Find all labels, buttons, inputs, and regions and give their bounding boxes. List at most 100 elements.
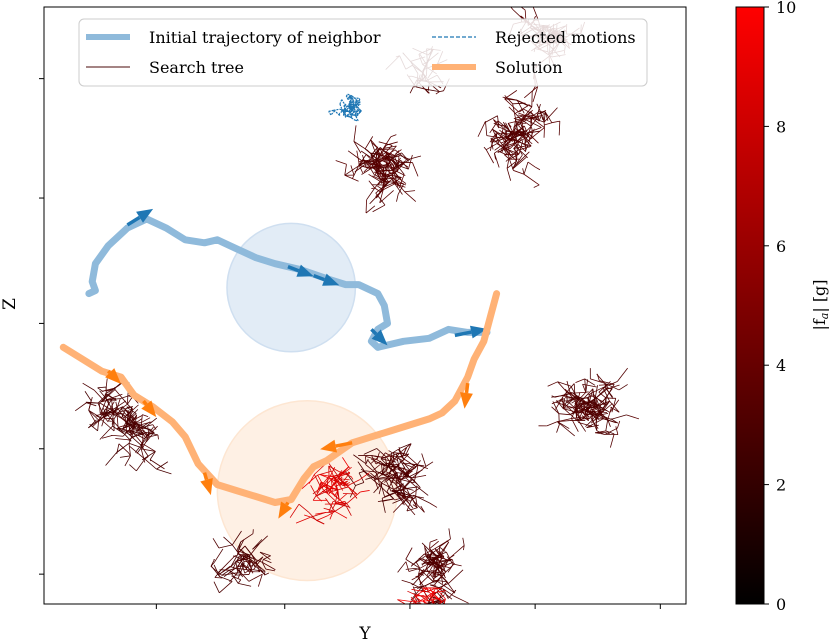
tree-edge (534, 166, 541, 171)
tree-edge (248, 543, 260, 557)
tree-edge (429, 502, 438, 508)
tree-edge (575, 409, 583, 413)
tree-edge (360, 490, 370, 493)
tree-edge (590, 415, 598, 431)
tree-edge (373, 476, 379, 490)
tree-edge (399, 472, 413, 479)
colorbar-tick-label: 0 (776, 595, 786, 614)
tree-edge (353, 454, 367, 465)
tree-edge (506, 160, 517, 169)
obstacle-layer (216, 222, 398, 582)
tree-edge (379, 189, 384, 203)
legend-label-rejected-motions: Rejected motions (495, 28, 636, 47)
tree-edge (405, 610, 413, 613)
tree-edge (434, 538, 451, 549)
tree-edge (618, 384, 628, 391)
tree-edge (394, 159, 402, 170)
tree-edge (551, 406, 560, 414)
tree-edge (370, 152, 380, 155)
x-axis-label: Y (358, 624, 371, 644)
tree-edge (416, 586, 423, 589)
tree-edge (115, 401, 118, 408)
tree-edge (259, 535, 268, 544)
tree-edge (383, 156, 388, 160)
tree-edge (156, 461, 169, 470)
tree-edge (213, 581, 220, 593)
tree-edge (518, 116, 532, 127)
tree-edge (104, 417, 115, 420)
tree-edge (448, 569, 464, 584)
tree-edge (504, 98, 519, 113)
tree-edge (319, 474, 335, 478)
tree-edge (425, 461, 434, 467)
tree-edge (398, 165, 409, 170)
tree-edge (557, 381, 571, 387)
tree-edge (575, 378, 585, 383)
tree-edge (221, 555, 236, 570)
tree-edge (396, 194, 399, 202)
tree-edge (127, 410, 134, 421)
tree-edge (397, 599, 410, 602)
tree-edge (358, 160, 372, 166)
tree-edge (586, 418, 604, 428)
x-axis-ticks (155, 604, 661, 609)
tree-edge (377, 185, 384, 191)
tree-edge (347, 486, 358, 499)
tree-edge (248, 573, 263, 582)
tree-edge (429, 587, 434, 593)
tree-edge (414, 613, 428, 615)
tree-edge (603, 418, 617, 424)
initial-trajectory-line-arrow (322, 273, 340, 286)
tree-edge (330, 491, 346, 505)
tree-edge (131, 416, 134, 423)
tree-edge (110, 408, 115, 412)
tree-edge (310, 485, 317, 497)
tree-edge (249, 560, 265, 575)
tree-edge (334, 511, 348, 519)
tree-edge (391, 179, 403, 195)
tree-edge (617, 367, 628, 382)
tree-edge (402, 462, 412, 465)
tree-edge (395, 467, 405, 470)
tree-edge (532, 86, 539, 103)
tree-edge (156, 468, 172, 475)
tree-edge (393, 453, 395, 460)
tree-edge (128, 430, 146, 441)
tree-edge (317, 474, 325, 488)
tree-edge (368, 165, 383, 175)
tree-edge (417, 606, 424, 611)
tree-edge (157, 434, 159, 440)
tree-edge (335, 160, 347, 165)
tree-edge (462, 537, 465, 546)
tree-edge (486, 135, 497, 138)
tree-edge (537, 103, 541, 114)
tree-edge (223, 536, 233, 546)
tree-edge (134, 418, 143, 425)
tree-edge (523, 108, 533, 115)
tree-edge (399, 453, 409, 458)
tree-edge (411, 583, 413, 586)
tree-edge (236, 574, 250, 576)
tree-edge (362, 470, 376, 480)
tree-edge (370, 139, 376, 153)
tree-edge (370, 456, 379, 464)
tree-edge (421, 453, 427, 467)
tree-edge (438, 598, 446, 604)
tree-edge (325, 485, 333, 489)
tree-edge (244, 545, 256, 560)
colorbar-label-sub: a (818, 313, 830, 320)
tree-edge (355, 482, 365, 486)
tree-edge (113, 413, 122, 416)
tree-edge (415, 496, 418, 505)
tree-edge (591, 402, 605, 409)
tree-edge (391, 175, 400, 187)
tree-edge (492, 128, 508, 142)
tree-edge (335, 493, 348, 504)
tree-edge (417, 598, 422, 604)
tree-edge (342, 457, 349, 468)
rejected-motion-segment (354, 119, 359, 122)
tree-edge (514, 149, 517, 162)
tree-edge (547, 381, 558, 387)
tree-edge (106, 393, 123, 401)
